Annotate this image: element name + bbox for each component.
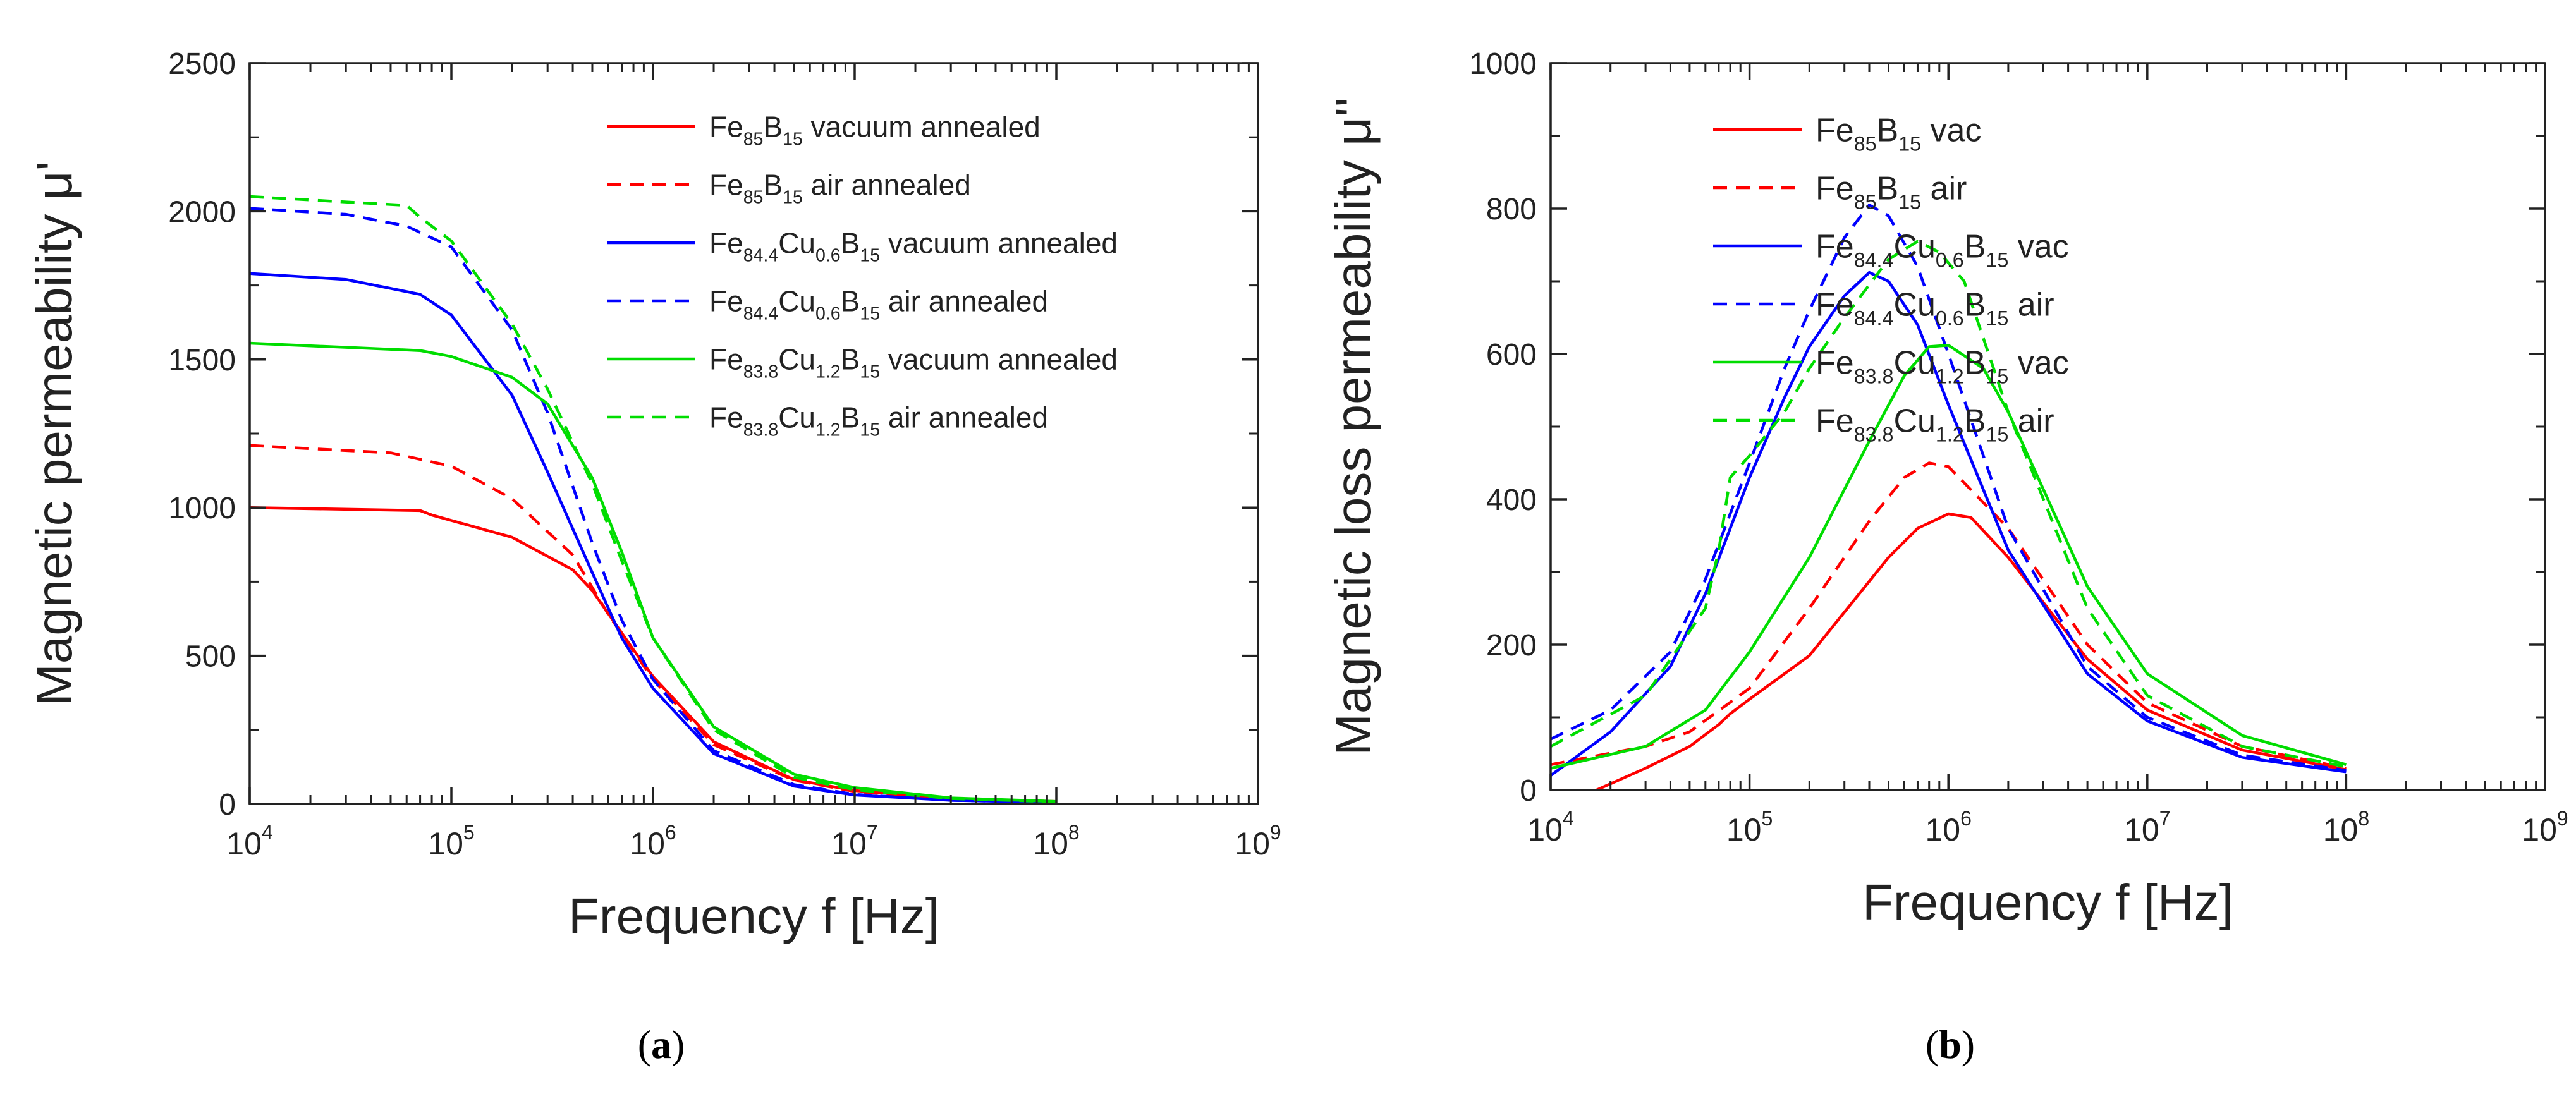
legend-label-2: Fe85B15 air annealed (709, 169, 971, 208)
legend-label-2: Fe85B15 air (1816, 171, 1967, 214)
legend-label-5: Fe83.8Cu1.2B15 vac (1816, 345, 2069, 388)
x-tick-label: 104 (226, 821, 272, 861)
y-axis-label: Magnetic loss permeability μ'' (1325, 97, 1381, 755)
y-tick-label: 2500 (168, 47, 236, 81)
y-tick-label: 0 (219, 788, 236, 822)
legend-label-1: Fe85B15 vac (1816, 112, 1981, 155)
legend-label-3: Fe84.4Cu0.6B15 vacuum annealed (709, 227, 1118, 266)
y-tick-label: 800 (1486, 193, 1537, 226)
x-tick-label: 108 (1033, 821, 1079, 861)
legend-label-4: Fe84.4Cu0.6B15 air annealed (709, 285, 1048, 324)
x-tick-label: 108 (2323, 807, 2369, 848)
x-tick-label: 107 (2124, 807, 2170, 848)
series-line-2 (250, 444, 1057, 803)
chart-panel-a: 104 105 106 107 108 109 0 500 1000 1500 2000 2500 Fr… (26, 47, 1281, 944)
series-line-4 (1551, 204, 2347, 772)
legend-label-3: Fe84.4Cu0.6B15 vac (1816, 229, 2069, 272)
y-tick-label: 400 (1486, 483, 1537, 517)
y-tick-label: 0 (1520, 774, 1537, 808)
legend-label-1: Fe85B15 vacuum annealed (709, 111, 1041, 150)
x-tick-label: 109 (2522, 807, 2568, 848)
x-tick-label: 105 (1726, 807, 1773, 848)
panel-caption-a: (a) (637, 1022, 685, 1067)
x-tick-label: 106 (630, 821, 676, 861)
legend-label-6: Fe83.8Cu1.2B15 air annealed (709, 401, 1048, 441)
legend-label-6: Fe83.8Cu1.2B15 air (1816, 403, 2054, 446)
y-tick-label: 2000 (168, 195, 236, 229)
y-axis-label: Magnetic permeability μ' (26, 161, 82, 706)
x-axis-label: Frequency f [Hz] (1862, 874, 2233, 930)
y-tick-label: 1000 (1469, 47, 1537, 81)
legend-label-4: Fe84.4Cu0.6B15 air (1816, 287, 2054, 330)
y-tick-label: 1500 (168, 344, 236, 377)
series-line-1 (250, 506, 1057, 803)
x-tick-label: 104 (1527, 807, 1573, 848)
series-line-6 (250, 195, 1057, 803)
series-line-5 (1551, 343, 2347, 770)
y-tick-label: 500 (185, 640, 236, 674)
x-tick-label: 107 (831, 821, 877, 861)
chart-panel-b: 104 105 106 107 108 109 0 200 400 600 800 1000 Frequ… (1325, 47, 2568, 930)
series-line-4 (250, 207, 1057, 804)
series-line-1 (1596, 512, 2347, 790)
y-tick-label: 600 (1486, 338, 1537, 372)
y-tick-label: 1000 (168, 492, 236, 525)
x-tick-label: 109 (1235, 821, 1281, 861)
y-tick-label: 200 (1486, 629, 1537, 662)
x-axis-label: Frequency f [Hz] (568, 888, 939, 944)
series-line-3 (1551, 270, 2347, 777)
legend-label-5: Fe83.8Cu1.2B15 vacuum annealed (709, 343, 1118, 382)
series-line-2 (1551, 461, 2347, 770)
x-tick-label: 105 (428, 821, 474, 861)
x-tick-label: 106 (1925, 807, 1971, 848)
series-line-6 (1551, 240, 2347, 769)
panel-caption-b: (b) (1925, 1022, 1975, 1067)
